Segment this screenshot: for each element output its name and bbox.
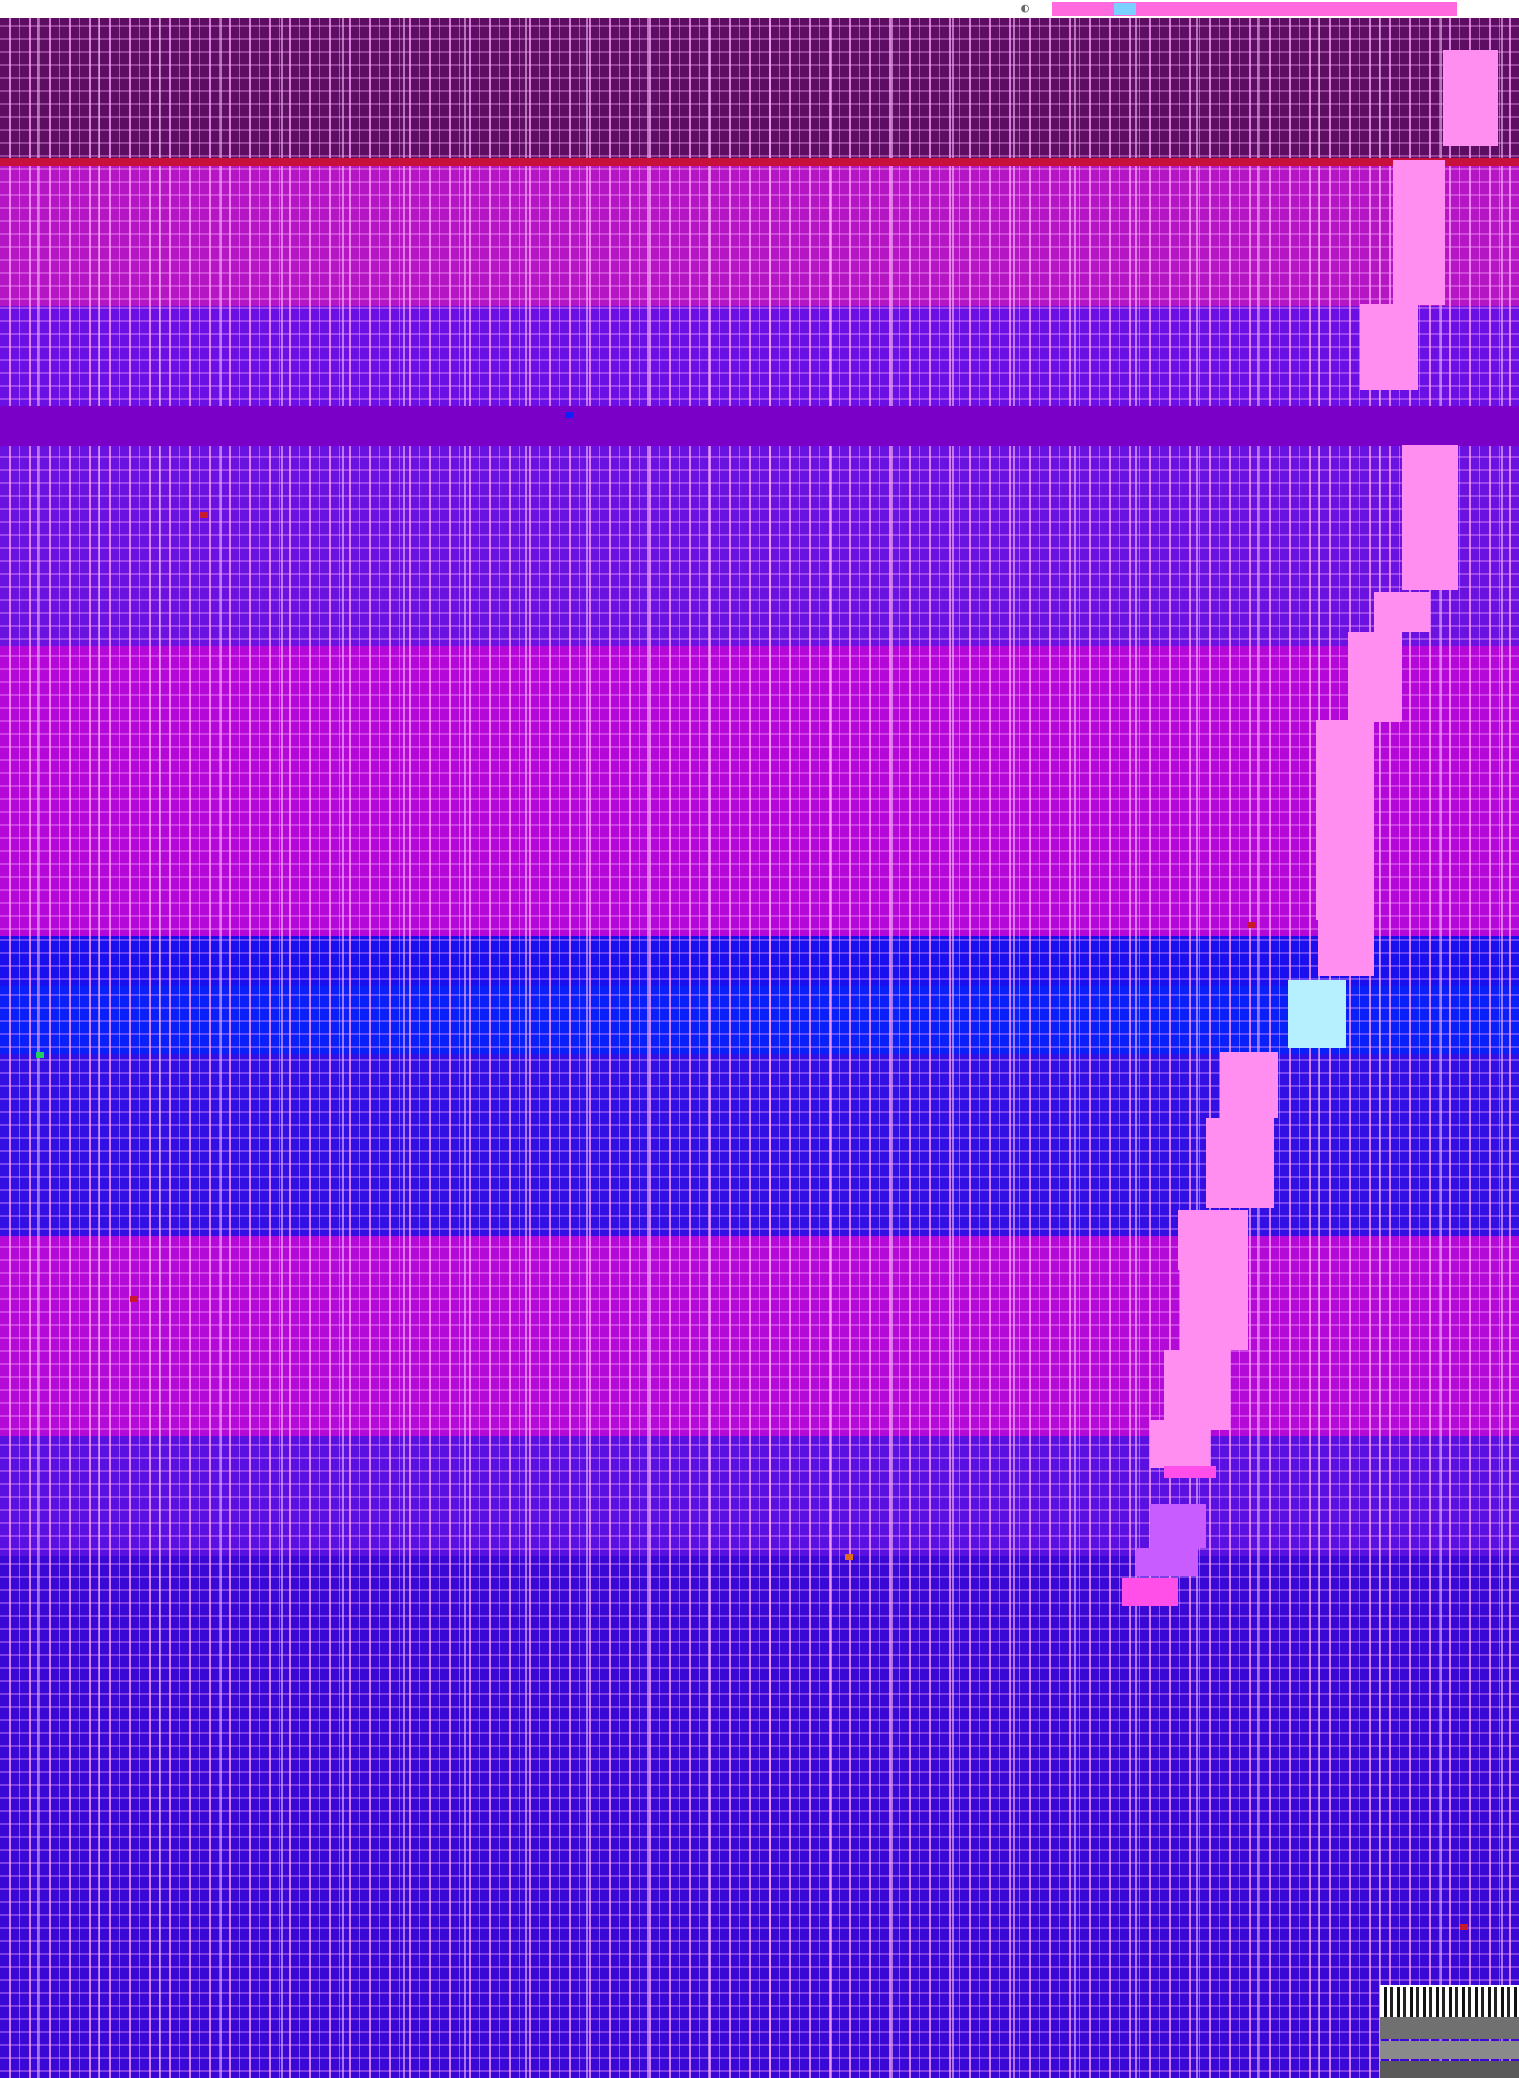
slab-5 — [1374, 592, 1430, 632]
stripe-purple — [0, 406, 1519, 446]
window-control-icon[interactable]: ◐ — [1021, 1, 1029, 16]
band-violet-c — [0, 1436, 1519, 1556]
band-violet-a — [0, 306, 1519, 406]
stripe-red — [0, 158, 1519, 166]
band-violet-b — [0, 446, 1519, 646]
slab-2 — [1393, 160, 1445, 305]
fleck-orange-1 — [845, 1554, 853, 1560]
slab-3 — [1360, 304, 1418, 390]
slab-13 — [1164, 1350, 1230, 1430]
slab-16 — [1150, 1504, 1206, 1548]
fleck-green-1 — [36, 1052, 44, 1058]
slab-15 — [1164, 1466, 1216, 1478]
band-royal-blue — [0, 936, 1519, 986]
fleck-red-3 — [130, 1296, 138, 1302]
band-blue-a — [0, 1054, 1519, 1236]
fleck-red-2 — [1248, 922, 1256, 928]
slab-11 — [1178, 1210, 1248, 1270]
gray-bar-3 — [1380, 2061, 1519, 2078]
gray-bar-2 — [1380, 2041, 1519, 2059]
gray-bar-1 — [1380, 2017, 1519, 2039]
slab-14 — [1150, 1420, 1210, 1468]
qr-code-icon — [1380, 1985, 1519, 2017]
top-bar-chip — [1114, 3, 1136, 15]
slab-12 — [1180, 1270, 1248, 1350]
slab-17 — [1136, 1548, 1198, 1576]
band-bright-blue — [0, 986, 1519, 1054]
slab-10 — [1206, 1118, 1274, 1208]
slab-cyan — [1288, 980, 1346, 1048]
band-magenta-c — [0, 1236, 1519, 1436]
slab-8 — [1318, 918, 1374, 976]
slab-7 — [1316, 720, 1374, 920]
slab-1 — [1443, 50, 1498, 146]
band-plum — [0, 18, 1519, 163]
top-bar: ◐ — [0, 0, 1519, 18]
fleck-red-4 — [1460, 1924, 1468, 1930]
band-magenta-b — [0, 646, 1519, 936]
fleck-red-1 — [200, 512, 208, 518]
slab-6 — [1348, 632, 1402, 722]
slab-18 — [1122, 1578, 1178, 1606]
band-indigo-bottom — [0, 1556, 1519, 2078]
slab-4 — [1402, 445, 1458, 590]
fleck-blue-1 — [565, 412, 573, 418]
top-bar-accent — [1052, 2, 1457, 16]
slab-9 — [1220, 1052, 1278, 1118]
band-magenta-a — [0, 166, 1519, 306]
